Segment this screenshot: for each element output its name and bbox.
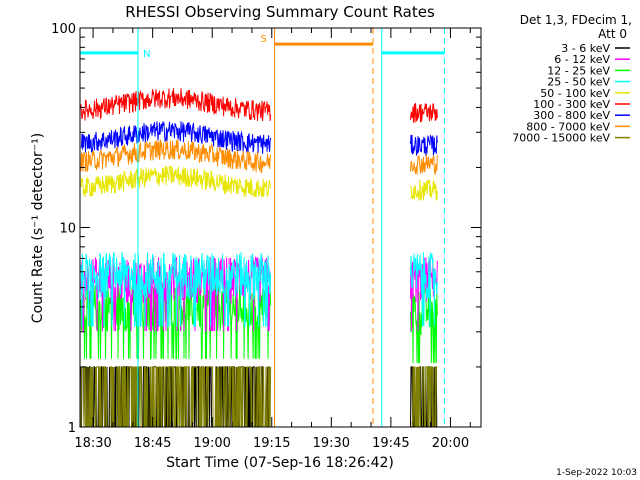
x-tick-label: 18:45 (134, 436, 171, 451)
y-tick-label: 1 (68, 421, 76, 436)
trace-25to50keV-segment-1 (80, 251, 272, 327)
legend-entry-label: 12 - 25 keV (547, 64, 610, 77)
footer-date: 1-Sep-2022 10:03 (556, 468, 637, 478)
marker-layer: NS (80, 28, 445, 427)
chart-title: RHESSI Observing Summary Count Rates (125, 3, 435, 21)
marker-label: N (143, 49, 150, 60)
y-tick-label: 100 (51, 22, 76, 37)
legend-entry-label: 6 - 12 keV (554, 53, 610, 66)
trace-300to800keV-segment-1 (80, 121, 272, 154)
y-tick-label: 10 (59, 222, 76, 237)
legend-entry-label: 3 - 6 keV (561, 42, 610, 55)
marker-label: S (261, 34, 267, 45)
y-axis: 1 10 100 (51, 22, 481, 436)
legend-header-line-1: Det 1,3, FDecim 1, (520, 13, 632, 27)
y-axis-label: Count Rate (s⁻¹ detector⁻¹) (30, 133, 46, 323)
legend-entry-label: 25 - 50 keV (547, 76, 610, 89)
x-tick-label: 18:30 (74, 436, 111, 451)
trace-100to300keV-segment-2 (410, 102, 438, 123)
trace-7000to15000keV-segment-1 (80, 366, 272, 428)
data-traces (80, 88, 438, 428)
legend-entry-label: 100 - 300 keV (533, 98, 610, 111)
trace-50to100keV-segment-1 (80, 165, 272, 198)
trace-100to300keV-segment-1 (80, 88, 272, 122)
legend-entry-label: 800 - 7000 keV (526, 120, 610, 133)
trace-25to50keV-segment-2 (410, 251, 438, 327)
trace-300to800keV-segment-2 (410, 134, 438, 156)
legend-entry-label: 50 - 100 keV (540, 87, 610, 100)
x-axis: 18:30 18:45 19:00 19:15 19:30 19:45 20:00 (74, 28, 471, 451)
legend-header-line-2: Att 0 (598, 27, 627, 41)
trace-800to7000keV-segment-2 (410, 154, 438, 176)
x-axis-label: Start Time (07-Sep-16 18:26:42) (166, 455, 394, 471)
trace-800to7000keV-segment-1 (80, 139, 272, 174)
x-tick-label: 19:45 (372, 436, 409, 451)
x-tick-label: 19:00 (193, 436, 230, 451)
legend-entry-label: 7000 - 15000 keV (512, 132, 610, 145)
x-tick-label: 20:00 (432, 436, 469, 451)
trace-50to100keV-segment-2 (410, 179, 438, 201)
trace-7000to15000keV-segment-2 (410, 366, 438, 428)
legend-entry-label: 300 - 800 keV (533, 109, 610, 122)
x-tick-label: 19:30 (313, 436, 350, 451)
x-tick-label: 19:15 (253, 436, 290, 451)
